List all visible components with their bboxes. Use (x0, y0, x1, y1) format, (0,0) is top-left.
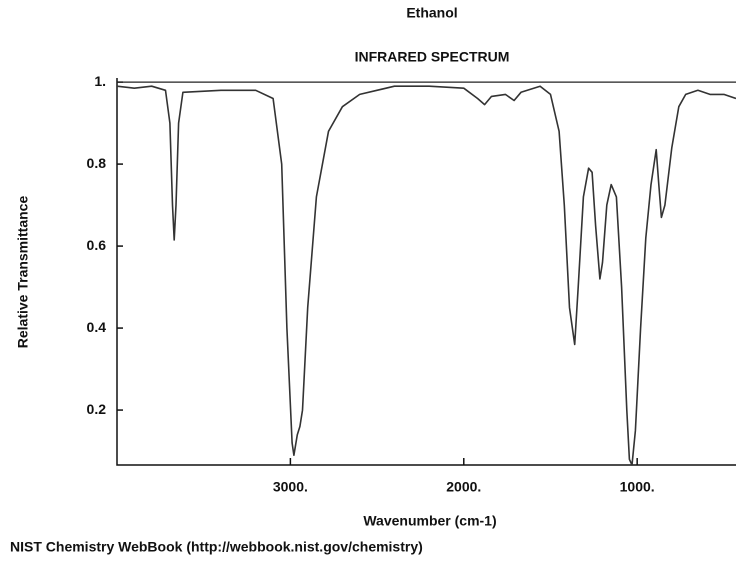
y-axis-label: Relative Transmittance (15, 196, 31, 349)
chart-title: Ethanol (406, 5, 457, 21)
y-tick-label: 1. (94, 73, 106, 89)
y-tick-label: 0.8 (87, 155, 107, 171)
x-tick-label: 3000. (273, 479, 308, 495)
y-tick-label: 0.6 (87, 237, 107, 253)
x-tick-label: 2000. (446, 479, 481, 495)
x-axis-label: Wavenumber (cm-1) (363, 513, 496, 529)
axis-frame (116, 78, 736, 466)
y-tick-label: 0.2 (87, 401, 107, 417)
source-note: NIST Chemistry WebBook (http://webbook.n… (10, 539, 423, 555)
y-tick-label: 0.4 (87, 319, 107, 335)
spectrum-line (116, 85, 736, 466)
chart-subtitle: INFRARED SPECTRUM (355, 49, 510, 65)
x-tick-label: 1000. (620, 479, 655, 495)
